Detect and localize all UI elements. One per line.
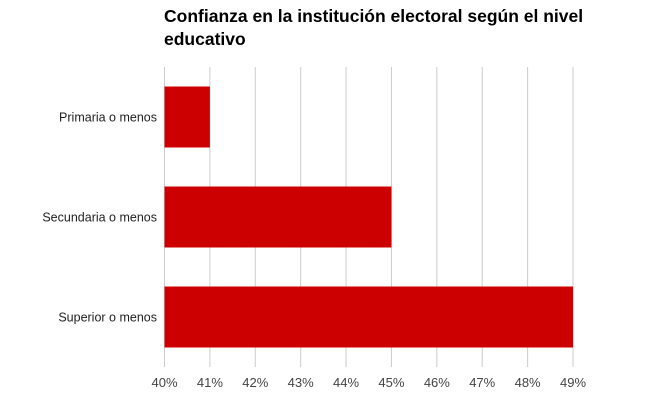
category-label: Secundaria o menos (42, 211, 157, 225)
x-tick-label: 45% (378, 375, 404, 390)
x-tick-label: 41% (197, 375, 223, 390)
x-tick-label: 40% (151, 375, 177, 390)
x-tick-label: 46% (424, 375, 450, 390)
x-tick-label: 49% (560, 375, 586, 390)
chart-title: Confianza en la institución electoral se… (164, 6, 584, 49)
x-tick-label: 42% (242, 375, 268, 390)
bar (164, 86, 210, 148)
x-tick-label: 44% (333, 375, 359, 390)
x-tick-label: 47% (469, 375, 495, 390)
x-tick-label: 43% (288, 375, 314, 390)
bar (164, 186, 392, 248)
x-tick-label: 48% (515, 375, 541, 390)
category-label: Superior o menos (58, 311, 157, 325)
category-label: Primaria o menos (59, 111, 157, 125)
bar (164, 286, 573, 348)
